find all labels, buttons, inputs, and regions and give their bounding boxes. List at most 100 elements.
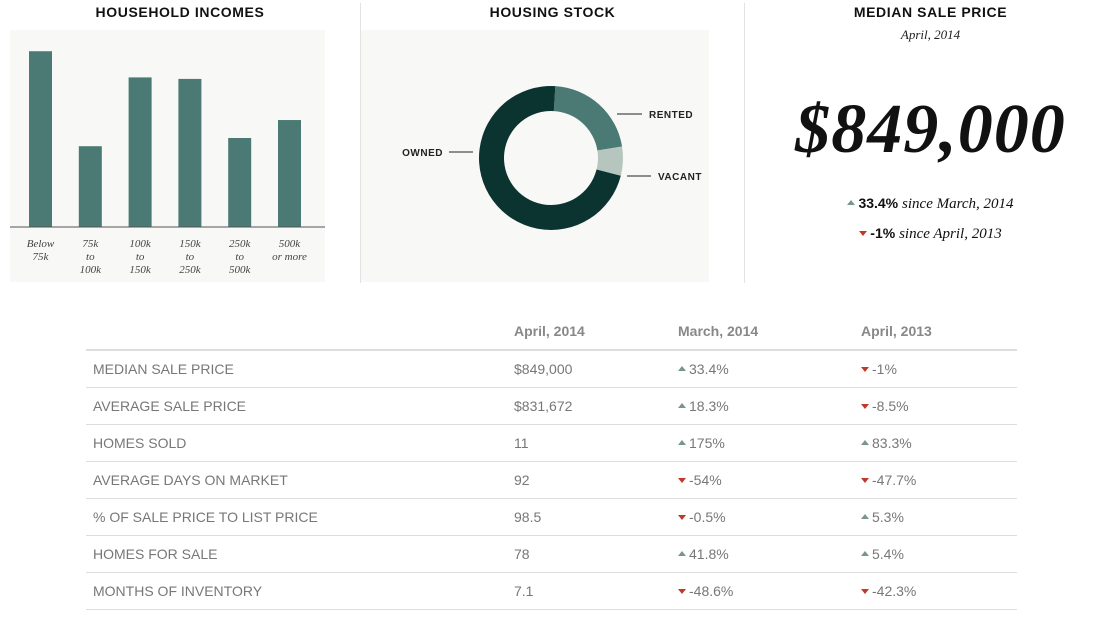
income-category-label: 75k <box>82 238 99 250</box>
median-sale-price-date: April, 2014 <box>900 27 961 42</box>
up-arrow-icon <box>861 513 869 519</box>
household-incomes-title: HOUSEHOLD INCOMES <box>95 4 265 20</box>
change-value: 83.3% <box>872 435 912 451</box>
income-bar <box>128 77 152 228</box>
table-header-current: April, 2014 <box>514 312 678 351</box>
income-category-label: 75k <box>33 251 50 263</box>
down-arrow-icon <box>678 514 686 520</box>
income-category-label: or more <box>272 251 307 263</box>
panel-divider <box>744 3 745 283</box>
change-value: -47.7% <box>872 472 917 488</box>
row-month-change: -48.6% <box>678 572 861 610</box>
up-arrow-icon <box>678 550 686 556</box>
change-value: 5.3% <box>872 509 904 525</box>
row-current-value: $831,672 <box>514 387 678 425</box>
income-category-label: 150k <box>129 264 152 276</box>
table-row: AVERAGE SALE PRICE $831,672 18.3% -8.5% <box>86 387 1017 425</box>
row-year-change: 5.4% <box>861 535 1017 573</box>
change-value: 33.4% <box>689 361 729 377</box>
row-month-change: 175% <box>678 424 861 462</box>
housing-slice-rented <box>553 86 623 151</box>
housing-slice-vacant <box>596 146 623 176</box>
row-current-value: 98.5 <box>514 498 678 536</box>
income-bar <box>278 120 301 227</box>
housing-label-rented: RENTED <box>649 110 693 121</box>
year-change-text: since April, 2013 <box>899 226 1002 242</box>
row-month-change: 33.4% <box>678 350 861 388</box>
income-category-label: 150k <box>179 238 202 250</box>
table-header-year: April, 2013 <box>861 312 1017 351</box>
income-category-label: to <box>86 251 95 263</box>
change-value: -42.3% <box>872 583 917 599</box>
market-stats-table: April, 2014 March, 2014 April, 2013 MEDI… <box>86 312 1017 610</box>
row-current-value: 92 <box>514 461 678 499</box>
table-row: % OF SALE PRICE TO LIST PRICE 98.5 -0.5% 5.… <box>86 498 1017 536</box>
row-month-change: 41.8% <box>678 535 861 573</box>
change-value: -1% <box>872 361 897 377</box>
housing-stock-title: HOUSING STOCK <box>489 4 616 20</box>
row-metric-label: MEDIAN SALE PRICE <box>86 350 514 388</box>
change-value: 41.8% <box>689 546 729 562</box>
month-change-line: 33.4% since March, 2014 <box>745 195 1116 213</box>
row-month-change: 18.3% <box>678 387 861 425</box>
row-current-value: 78 <box>514 535 678 573</box>
income-category-label: 250k <box>229 238 252 250</box>
change-value: -48.6% <box>689 583 734 599</box>
income-category-label: to <box>235 251 244 263</box>
change-value: 175% <box>689 435 725 451</box>
table-row: HOMES SOLD 11 175% 83.3% <box>86 424 1017 462</box>
row-year-change: 83.3% <box>861 424 1017 462</box>
housing-stock-chart: RENTED VACANT OWNED <box>361 30 709 282</box>
income-bar <box>29 51 52 227</box>
up-arrow-icon <box>861 439 869 445</box>
down-arrow-icon <box>678 588 686 594</box>
table-row: MONTHS OF INVENTORY 7.1 -48.6% -42.3% <box>86 572 1017 610</box>
row-current-value: $849,000 <box>514 350 678 388</box>
row-year-change: -47.7% <box>861 461 1017 499</box>
up-arrow-icon <box>678 365 686 371</box>
table-row: AVERAGE DAYS ON MARKET 92 -54% -47.7% <box>86 461 1017 499</box>
chart-background <box>361 30 709 282</box>
row-metric-label: AVERAGE DAYS ON MARKET <box>86 461 514 499</box>
household-incomes-chart: Below75k75kto100k100kto150k150kto250k250… <box>10 30 325 282</box>
income-category-label: 500k <box>229 264 252 276</box>
change-value: 18.3% <box>689 398 729 414</box>
panel-divider <box>360 3 361 283</box>
row-month-change: -54% <box>678 461 861 499</box>
income-category-label: to <box>186 251 195 263</box>
income-category-label: 500k <box>279 238 302 250</box>
housing-stock-panel: HOUSING STOCK RENTED VACANT OWNED <box>361 0 744 282</box>
change-value: -8.5% <box>872 398 909 414</box>
housing-label-vacant: VACANT <box>658 172 702 183</box>
median-sale-price-value: $849,000 <box>795 91 1066 168</box>
row-year-change: 5.3% <box>861 498 1017 536</box>
month-change-text: since March, 2014 <box>902 196 1014 212</box>
table-row: HOMES FOR SALE 78 41.8% 5.4% <box>86 535 1017 573</box>
up-arrow-icon <box>847 199 856 205</box>
median-sale-price-panel: MEDIAN SALE PRICE April, 2014 $849,000 3… <box>745 0 1116 282</box>
year-change-pct: -1% <box>870 225 896 241</box>
up-arrow-icon <box>678 439 686 445</box>
income-category-label: 100k <box>129 238 152 250</box>
row-metric-label: HOMES FOR SALE <box>86 535 514 573</box>
row-current-value: 11 <box>514 424 678 462</box>
row-metric-label: AVERAGE SALE PRICE <box>86 387 514 425</box>
row-month-change: -0.5% <box>678 498 861 536</box>
down-arrow-icon <box>859 230 868 236</box>
change-value: -54% <box>689 472 722 488</box>
income-category-label: 100k <box>80 264 103 276</box>
down-arrow-icon <box>861 588 869 594</box>
chart-background <box>10 30 325 282</box>
income-bar <box>178 78 202 227</box>
down-arrow-icon <box>861 366 869 372</box>
table-header-row: April, 2014 March, 2014 April, 2013 <box>86 312 1017 351</box>
income-bar <box>78 146 102 227</box>
up-arrow-icon <box>861 550 869 556</box>
down-arrow-icon <box>861 477 869 483</box>
median-sale-price-title: MEDIAN SALE PRICE <box>853 4 1008 20</box>
down-arrow-icon <box>678 477 686 483</box>
row-current-value: 7.1 <box>514 572 678 610</box>
table-header-metric <box>86 312 514 351</box>
income-category-label: 250k <box>179 264 202 276</box>
income-bar <box>228 137 252 227</box>
